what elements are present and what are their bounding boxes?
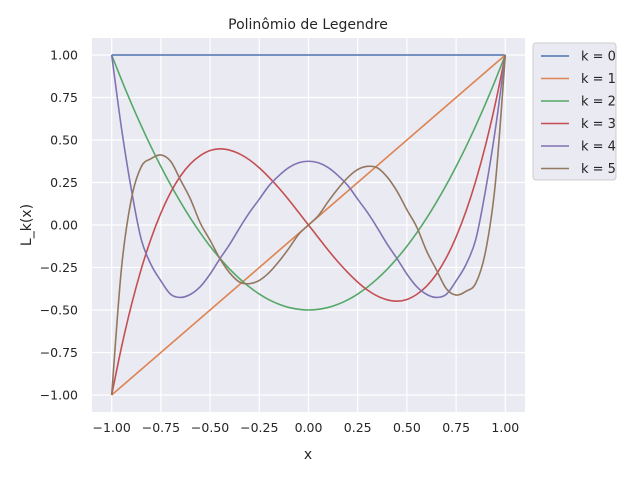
x-tick-label: 1.00 xyxy=(491,420,519,435)
x-tick-label: −1.00 xyxy=(93,420,131,435)
y-tick-label: −0.50 xyxy=(40,303,78,318)
x-tick-label: −0.75 xyxy=(142,420,180,435)
y-tick-label: 1.00 xyxy=(50,48,78,63)
legend-label-k2: k = 2 xyxy=(581,95,616,110)
x-tick-label: 0.50 xyxy=(393,420,421,435)
x-tick-label: 0.75 xyxy=(442,420,470,435)
series-line-k4 xyxy=(110,54,507,299)
x-tick-label: 0.25 xyxy=(344,420,372,435)
y-tick-label: −0.75 xyxy=(40,345,78,360)
y-tick-label: 0.50 xyxy=(50,133,78,148)
x-tick-label: −0.50 xyxy=(191,420,229,435)
legend-label-k3: k = 3 xyxy=(581,117,616,132)
y-tick-label: 0.00 xyxy=(50,218,78,233)
y-tick-label: −0.25 xyxy=(40,260,78,275)
legend-label-k1: k = 1 xyxy=(581,72,616,87)
chart-title: Polinômio de Legendre xyxy=(228,17,388,33)
series-line-k2 xyxy=(110,54,507,311)
x-axis-label: x xyxy=(304,447,312,463)
y-tick-label: 0.25 xyxy=(50,175,78,190)
y-tick-label: 0.75 xyxy=(50,90,78,105)
x-tick-labels: −1.00 −0.75 −0.50 −0.25 0.00 0.25 0.50 0.75 1.00 xyxy=(93,420,520,435)
x-tick-label: 0.00 xyxy=(295,420,323,435)
legend-label-k4: k = 4 xyxy=(581,140,616,155)
legend-label-k5: k = 5 xyxy=(581,162,616,177)
x-tick-label: −0.25 xyxy=(240,420,278,435)
series-line-k5 xyxy=(110,54,507,396)
legend-label-k0: k = 0 xyxy=(581,50,616,65)
y-axis-label: L_k(x) xyxy=(19,204,35,246)
y-tick-label: −1.00 xyxy=(40,388,78,403)
legend: k = 0 k = 1 k = 2 k = 3 k = 4 k = 5 xyxy=(532,42,617,181)
y-tick-labels: −1.00 −0.75 −0.50 −0.25 0.00 0.25 0.50 0.75 1.00 xyxy=(40,48,78,403)
series-lines xyxy=(110,54,507,396)
